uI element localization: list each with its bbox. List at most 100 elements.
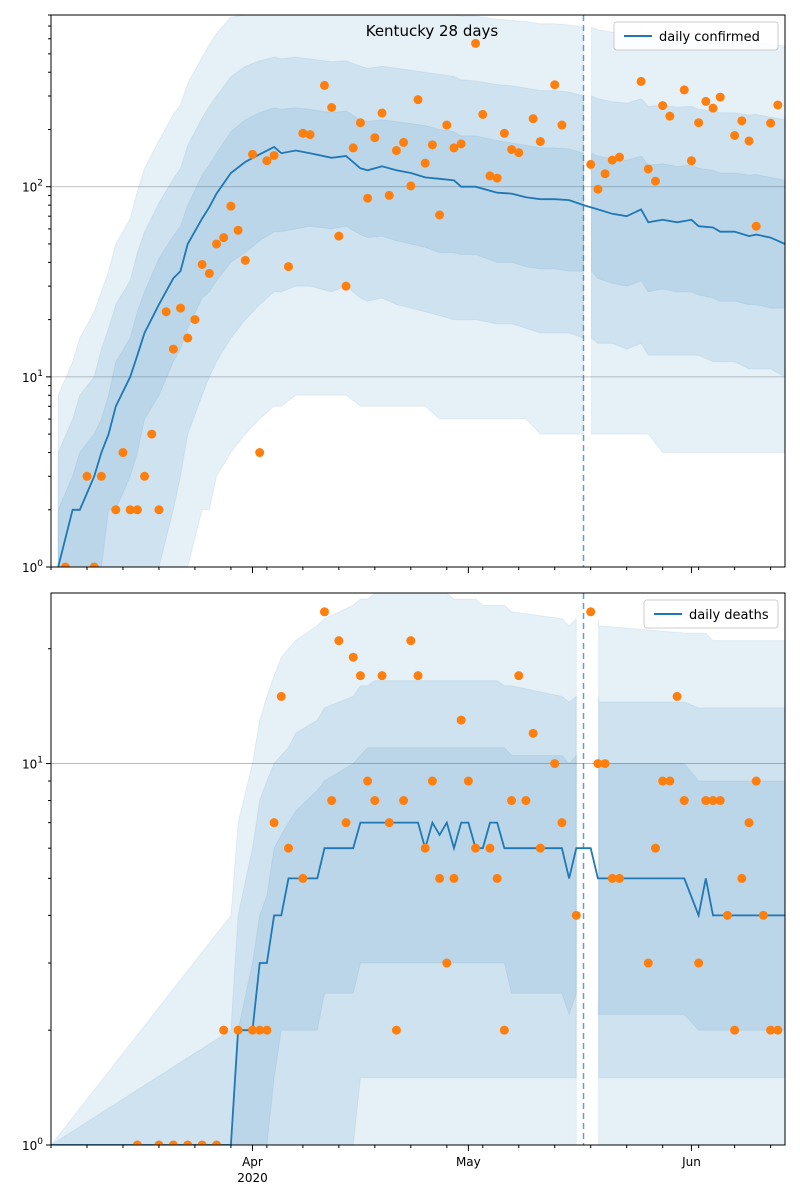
observed-point — [737, 873, 747, 883]
observed-point — [298, 128, 308, 138]
observed-point — [219, 233, 229, 243]
observed-point — [557, 818, 567, 828]
observed-point — [132, 1140, 142, 1145]
observed-point — [686, 156, 696, 166]
observed-point — [658, 101, 668, 111]
observed-point — [183, 1140, 193, 1145]
observed-point — [269, 150, 279, 160]
observed-point — [449, 873, 459, 883]
observed-point — [708, 796, 718, 806]
observed-point — [197, 1140, 207, 1145]
observed-point — [118, 448, 128, 458]
observed-point — [327, 102, 337, 112]
uncertainty-band-99 — [597, 618, 785, 1145]
observed-point — [226, 201, 236, 211]
observed-point — [758, 910, 768, 920]
observed-point — [377, 108, 387, 118]
uncertainty-band-68 — [51, 747, 577, 1145]
observed-point — [614, 152, 624, 162]
observed-point — [132, 505, 142, 515]
y-tick-exponent: 0 — [37, 559, 43, 569]
observed-point — [442, 958, 452, 968]
observed-point — [125, 505, 135, 515]
observed-point — [363, 193, 373, 203]
observed-point — [694, 118, 704, 128]
x-tick-sublabel: 2020 — [237, 1171, 268, 1185]
observed-point — [298, 873, 308, 883]
observed-point — [679, 796, 689, 806]
median-line — [57, 145, 785, 567]
observed-point — [514, 671, 524, 681]
observed-point — [391, 146, 401, 156]
observed-point — [607, 873, 617, 883]
observed-point — [535, 843, 545, 853]
observed-point — [607, 155, 617, 165]
observed-point — [276, 691, 286, 701]
y-tick-base: 10 — [22, 561, 37, 575]
observed-point — [507, 796, 517, 806]
observed-point — [722, 910, 732, 920]
observed-point — [341, 281, 351, 291]
observed-point — [420, 158, 430, 168]
observed-point — [600, 759, 610, 769]
observed-point — [672, 691, 682, 701]
y-tick-label: 101 — [22, 369, 43, 385]
observed-point — [305, 130, 315, 140]
observed-point — [334, 636, 344, 646]
observed-point — [442, 120, 452, 130]
y-tick-base: 10 — [22, 371, 37, 385]
observed-point — [96, 471, 106, 481]
observed-point — [658, 776, 668, 786]
observed-point — [435, 210, 445, 220]
observed-point — [384, 818, 394, 828]
y-tick-label: 102 — [22, 179, 43, 195]
observed-point — [514, 148, 524, 158]
observed-point — [730, 1025, 740, 1035]
observed-point — [521, 796, 531, 806]
observed-point — [406, 636, 416, 646]
observed-point — [140, 471, 150, 481]
observed-point — [744, 136, 754, 146]
observed-point — [586, 607, 596, 617]
observed-point — [355, 118, 365, 128]
observed-point — [528, 114, 538, 124]
uncertainty-band-68 — [597, 755, 785, 1031]
observed-point — [399, 796, 409, 806]
observed-point — [643, 958, 653, 968]
observed-point — [499, 1025, 509, 1035]
x-tick-label: Apr — [242, 1155, 263, 1169]
observed-point — [161, 307, 171, 317]
uncertainty-band-99 — [51, 593, 577, 1145]
observed-point — [456, 715, 466, 725]
observed-point — [233, 225, 243, 235]
observed-point — [485, 171, 495, 181]
y-tick-label: 101 — [22, 756, 43, 772]
observed-point — [730, 130, 740, 140]
observed-point — [255, 1025, 265, 1035]
observed-point — [643, 164, 653, 174]
plot-area — [51, 593, 785, 1145]
observed-point — [435, 873, 445, 883]
observed-point — [463, 776, 473, 786]
observed-point — [370, 133, 380, 143]
observed-point — [154, 505, 164, 515]
observed-point — [377, 671, 387, 681]
axes-frame — [50, 14, 786, 568]
observed-point — [456, 139, 466, 149]
observed-point — [413, 95, 423, 105]
observed-point — [499, 128, 509, 138]
observed-point — [679, 85, 689, 95]
observed-point — [82, 471, 92, 481]
observed-point — [593, 184, 603, 194]
legend-box — [643, 599, 779, 629]
observed-point — [348, 652, 358, 662]
observed-point — [240, 255, 250, 265]
plot-area — [51, 15, 785, 567]
observed-point — [154, 1140, 164, 1145]
observed-point — [665, 111, 675, 121]
observed-point — [665, 776, 675, 786]
y-tick-label: 100 — [22, 1137, 43, 1153]
observed-point — [471, 843, 481, 853]
observed-point — [262, 1025, 272, 1035]
